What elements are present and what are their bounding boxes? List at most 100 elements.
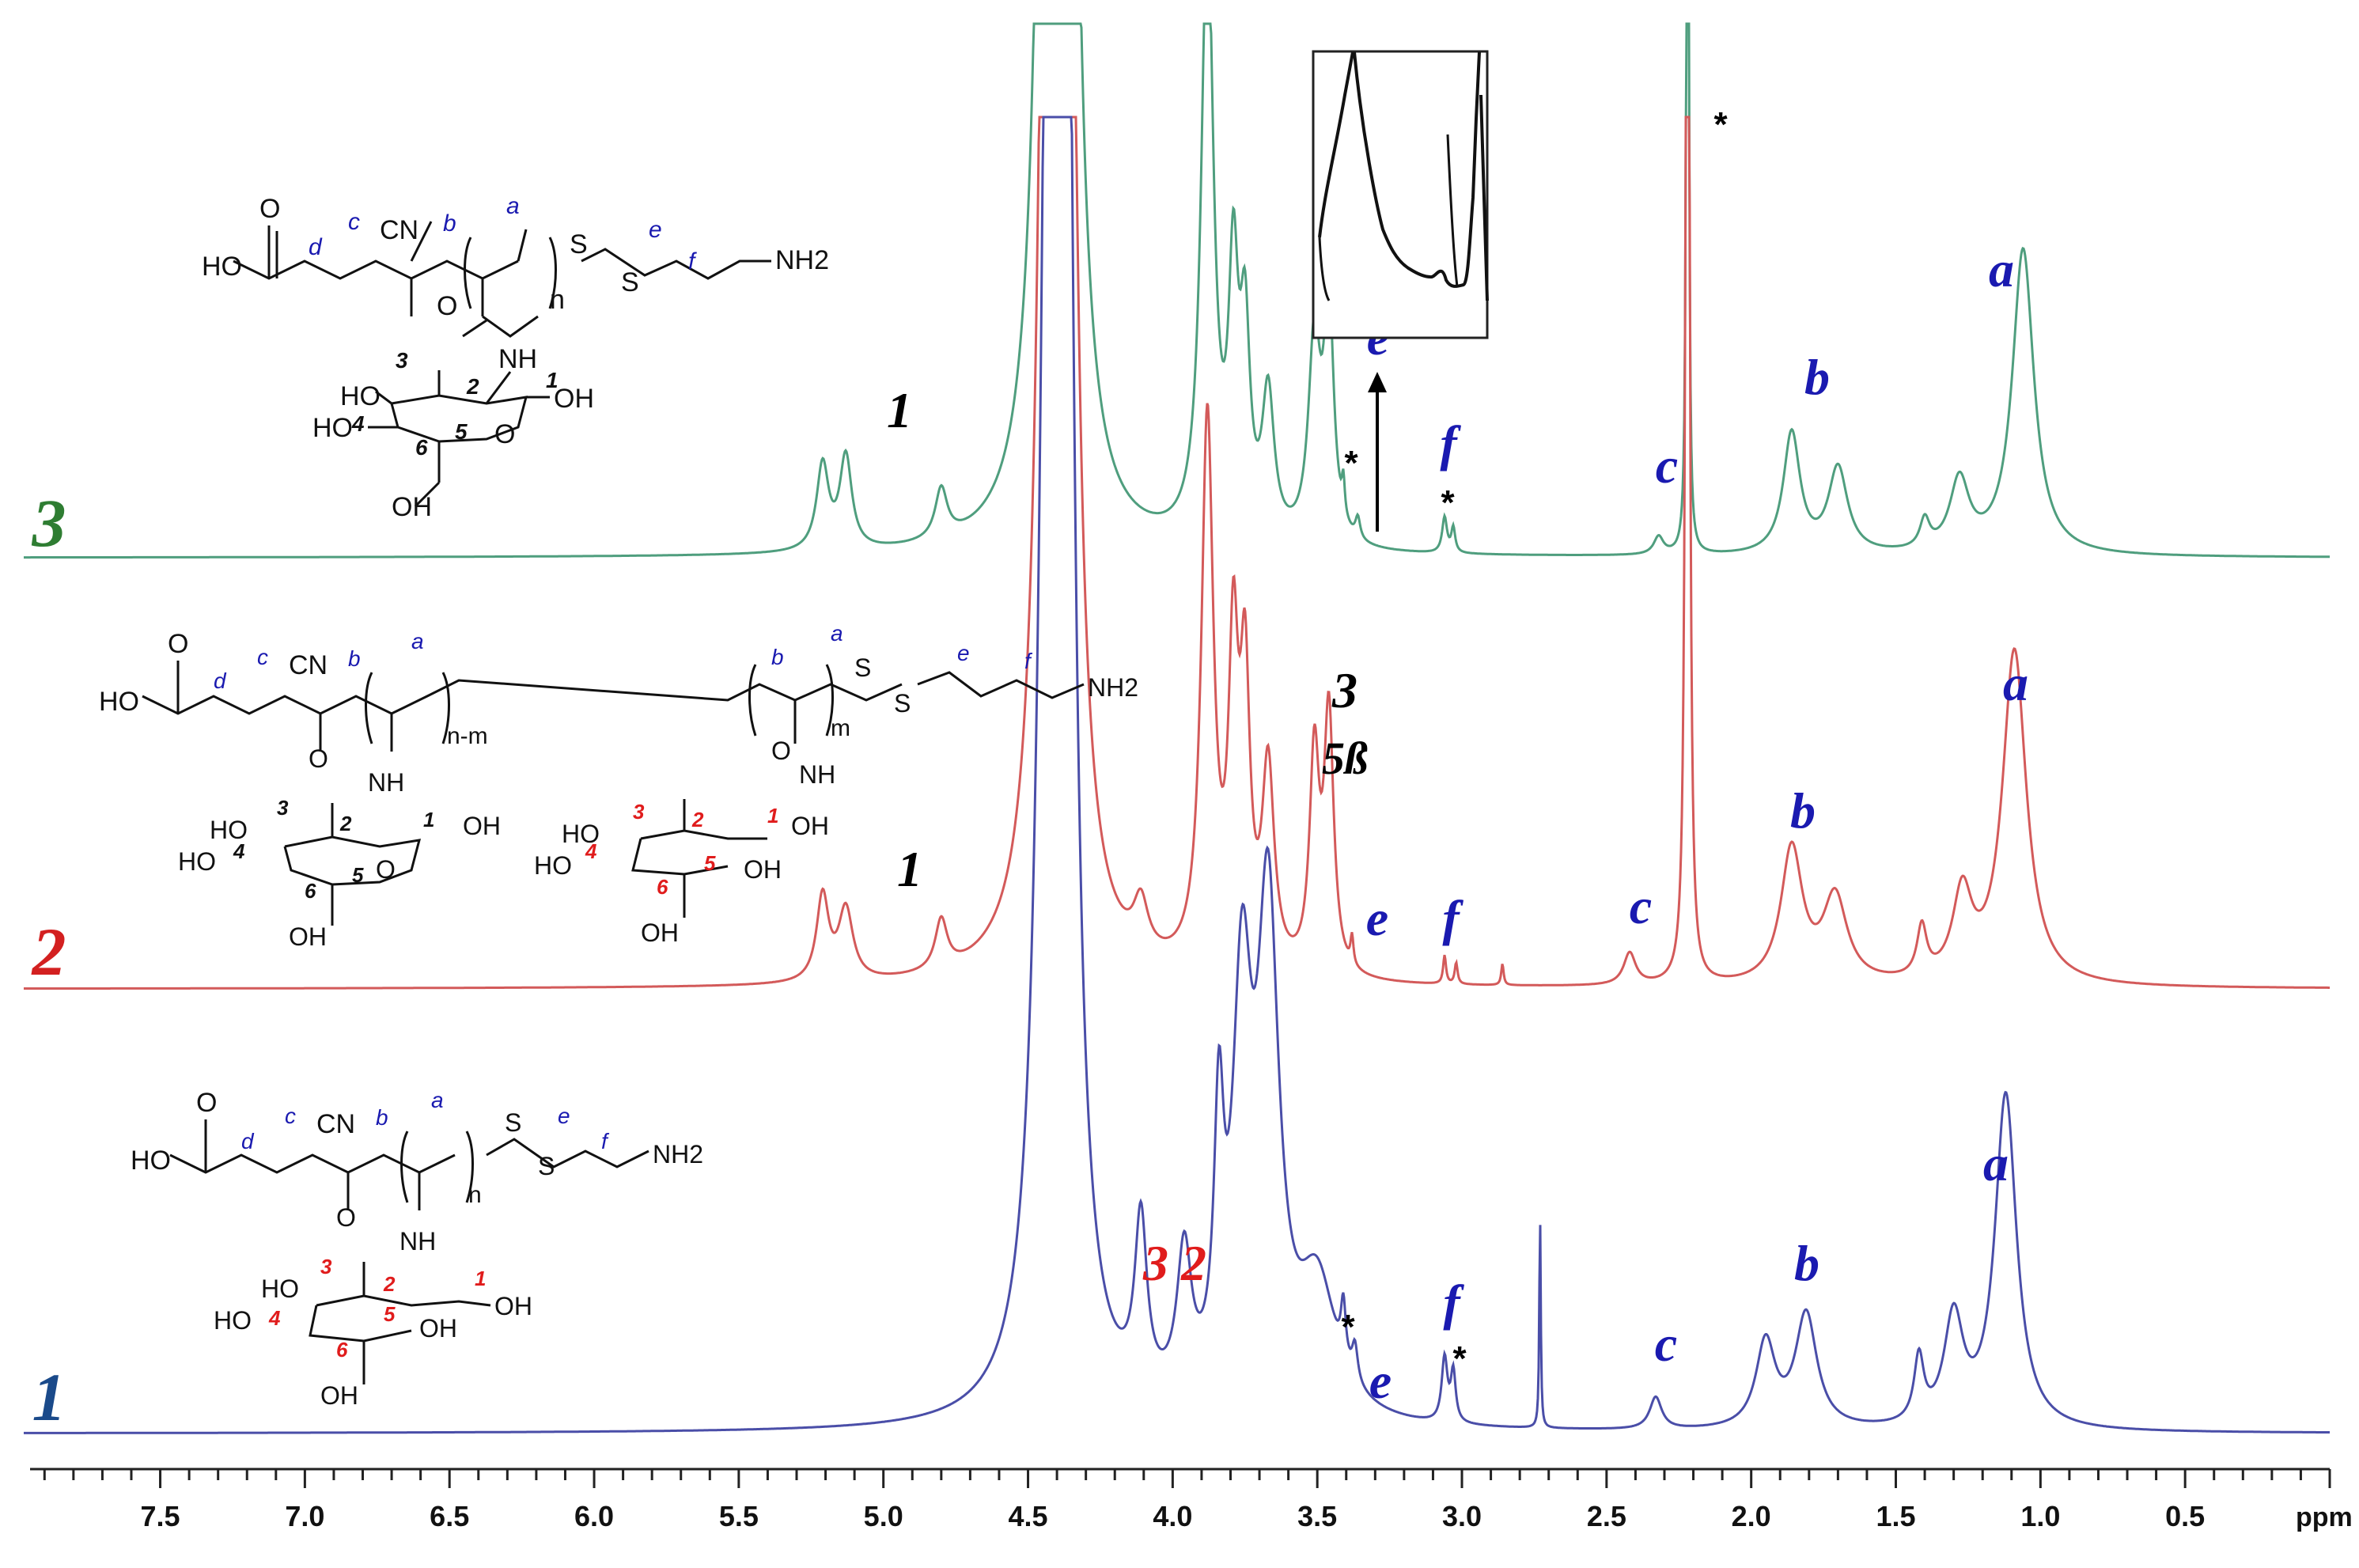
- s3-amide-o: O: [437, 291, 457, 321]
- x-tick-label: 7.5: [141, 1500, 180, 1532]
- peak-label-3-f: f: [1440, 415, 1461, 472]
- peak-label-1-2: 2: [1180, 1235, 1206, 1291]
- spectrum-1-trace: [24, 116, 2330, 1434]
- s3-loc-2: 2: [466, 374, 479, 399]
- s3-loc-6: 6: [415, 435, 428, 460]
- s1-loc-red-6: 6: [336, 1338, 348, 1362]
- s2-amide-o2: O: [771, 737, 791, 765]
- s2-oh-1b: OH: [791, 812, 829, 840]
- structure-copolymer-2: HO O CN n-m m S S NH2 O NH O NH HO HO OH…: [99, 621, 1138, 951]
- s1-amide-o: O: [336, 1203, 356, 1232]
- s2-oh-1a: OH: [463, 812, 501, 840]
- s1-s1: S: [505, 1108, 521, 1137]
- trace-label-2: 2: [31, 914, 66, 990]
- x-tick-label: 1.0: [2020, 1500, 2060, 1532]
- s2-ho-4b: HO: [534, 851, 572, 880]
- spectrum-3-trace: [24, 22, 2330, 559]
- s2-m: m: [831, 715, 850, 741]
- peak-label-3-b: b: [1804, 349, 1830, 405]
- s2-s2: S: [894, 689, 911, 718]
- peak-label-2-c: c: [1630, 878, 1652, 934]
- s1-nh: NH: [399, 1227, 436, 1256]
- spectrum-2-trace: [24, 116, 2330, 990]
- s2-loc-5: 5: [352, 863, 364, 887]
- s3-loc-5: 5: [455, 419, 468, 444]
- s1-nh2: NH2: [653, 1140, 703, 1168]
- inset-arrow: [1368, 372, 1387, 532]
- s3-s2: S: [621, 267, 639, 297]
- x-tick-label: 1.5: [1876, 1500, 1915, 1532]
- s1-oh-6: OH: [320, 1381, 358, 1410]
- s1-ho: HO: [131, 1146, 171, 1176]
- s2-ho: HO: [99, 687, 139, 717]
- s2-loc-a2: a: [831, 621, 843, 646]
- s2-loc-c: c: [257, 645, 268, 669]
- s2-loc-2: 2: [339, 812, 352, 835]
- s3-nh2: NH2: [775, 245, 829, 275]
- s2-ho-3b: HO: [562, 820, 600, 848]
- s1-s2: S: [538, 1152, 555, 1180]
- s3-ho-3: HO: [340, 381, 381, 411]
- peak-label-1-f: f: [1443, 1274, 1464, 1331]
- peak-label-2-b: b: [1790, 782, 1816, 839]
- peak-label-3-a: a: [1989, 241, 2014, 297]
- s2-loc-red-6: 6: [657, 875, 668, 899]
- s2-loc-4: 4: [233, 839, 245, 863]
- peak-label-2-1: 1: [897, 841, 922, 897]
- s2-loc-3: 3: [277, 796, 289, 820]
- s1-cn: CN: [316, 1109, 355, 1139]
- s3-loc-c: c: [348, 209, 360, 235]
- spectra: [24, 22, 2330, 1434]
- x-tick-label: 6.0: [574, 1500, 614, 1532]
- x-tick-label: 3.5: [1297, 1500, 1337, 1532]
- trace-label-3: 3: [32, 485, 66, 561]
- s1-loc-f: f: [601, 1129, 610, 1153]
- s2-loc-red-4: 4: [585, 839, 597, 863]
- peak-label-1-a: a: [1983, 1135, 2009, 1191]
- s1-loc-c: c: [285, 1104, 296, 1128]
- x-tick-label: 0.5: [2165, 1500, 2205, 1532]
- s1-loc-red-2: 2: [383, 1272, 396, 1296]
- s1-oh-1: OH: [494, 1292, 532, 1320]
- s2-loc-e: e: [957, 641, 970, 665]
- s3-loc-4: 4: [351, 411, 365, 436]
- peak-label-2-3: 3: [1331, 662, 1357, 718]
- s3-oh-6: OH: [392, 492, 432, 522]
- s2-loc-red-1: 1: [767, 804, 778, 828]
- x-tick-label: 2.5: [1587, 1500, 1626, 1532]
- s3-o: O: [259, 194, 280, 224]
- peak-label-2-e: e: [1366, 890, 1388, 946]
- inset-trace: [1318, 51, 1489, 301]
- x-tick-label: 6.5: [430, 1500, 469, 1532]
- peak-label-1-3: 3: [1142, 1235, 1168, 1291]
- s2-nh2-amide: NH: [799, 760, 835, 789]
- peak-label-3-c: c: [1656, 437, 1678, 494]
- s1-loc-a: a: [431, 1088, 444, 1112]
- s3-loc-a: a: [506, 193, 520, 219]
- s2-loc-red-3: 3: [633, 800, 645, 824]
- s2-n-m: n-m: [447, 723, 488, 749]
- s2-loc-b: b: [348, 646, 361, 671]
- impurity-asterisk: *: [1341, 1308, 1355, 1346]
- s1-loc-red-3: 3: [320, 1255, 332, 1278]
- peak-label-2-5b: 5ß: [1322, 733, 1368, 784]
- s2-cn: CN: [289, 650, 328, 680]
- peak-label-2-f: f: [1442, 890, 1463, 946]
- impurity-asterisk: *: [1713, 105, 1728, 144]
- s3-loc-d: d: [309, 234, 323, 260]
- s1-loc-red-5: 5: [384, 1302, 396, 1326]
- s3-loc-e: e: [649, 217, 662, 243]
- s3-n: n: [550, 285, 565, 315]
- s2-nh2: NH2: [1088, 673, 1138, 702]
- s3-ho-4: HO: [312, 413, 353, 443]
- s1-o: O: [196, 1088, 217, 1118]
- x-tick-label: 5.5: [719, 1500, 759, 1532]
- x-axis: 7.5 7.0 6.5 6.0 5.5 5.0 4.5 4.0 3.5 3.0 2.5 2.0 1.5 1…: [30, 1468, 2353, 1532]
- s2-loc-f: f: [1024, 649, 1033, 673]
- s2-loc-b2: b: [771, 645, 784, 669]
- peak-labels: 321abcfe1abcfe35ß1abcfe32*****: [31, 105, 2029, 1435]
- s3-ring-o: O: [494, 419, 515, 449]
- s3-s1: S: [570, 229, 588, 259]
- impurity-asterisk: *: [1344, 444, 1358, 483]
